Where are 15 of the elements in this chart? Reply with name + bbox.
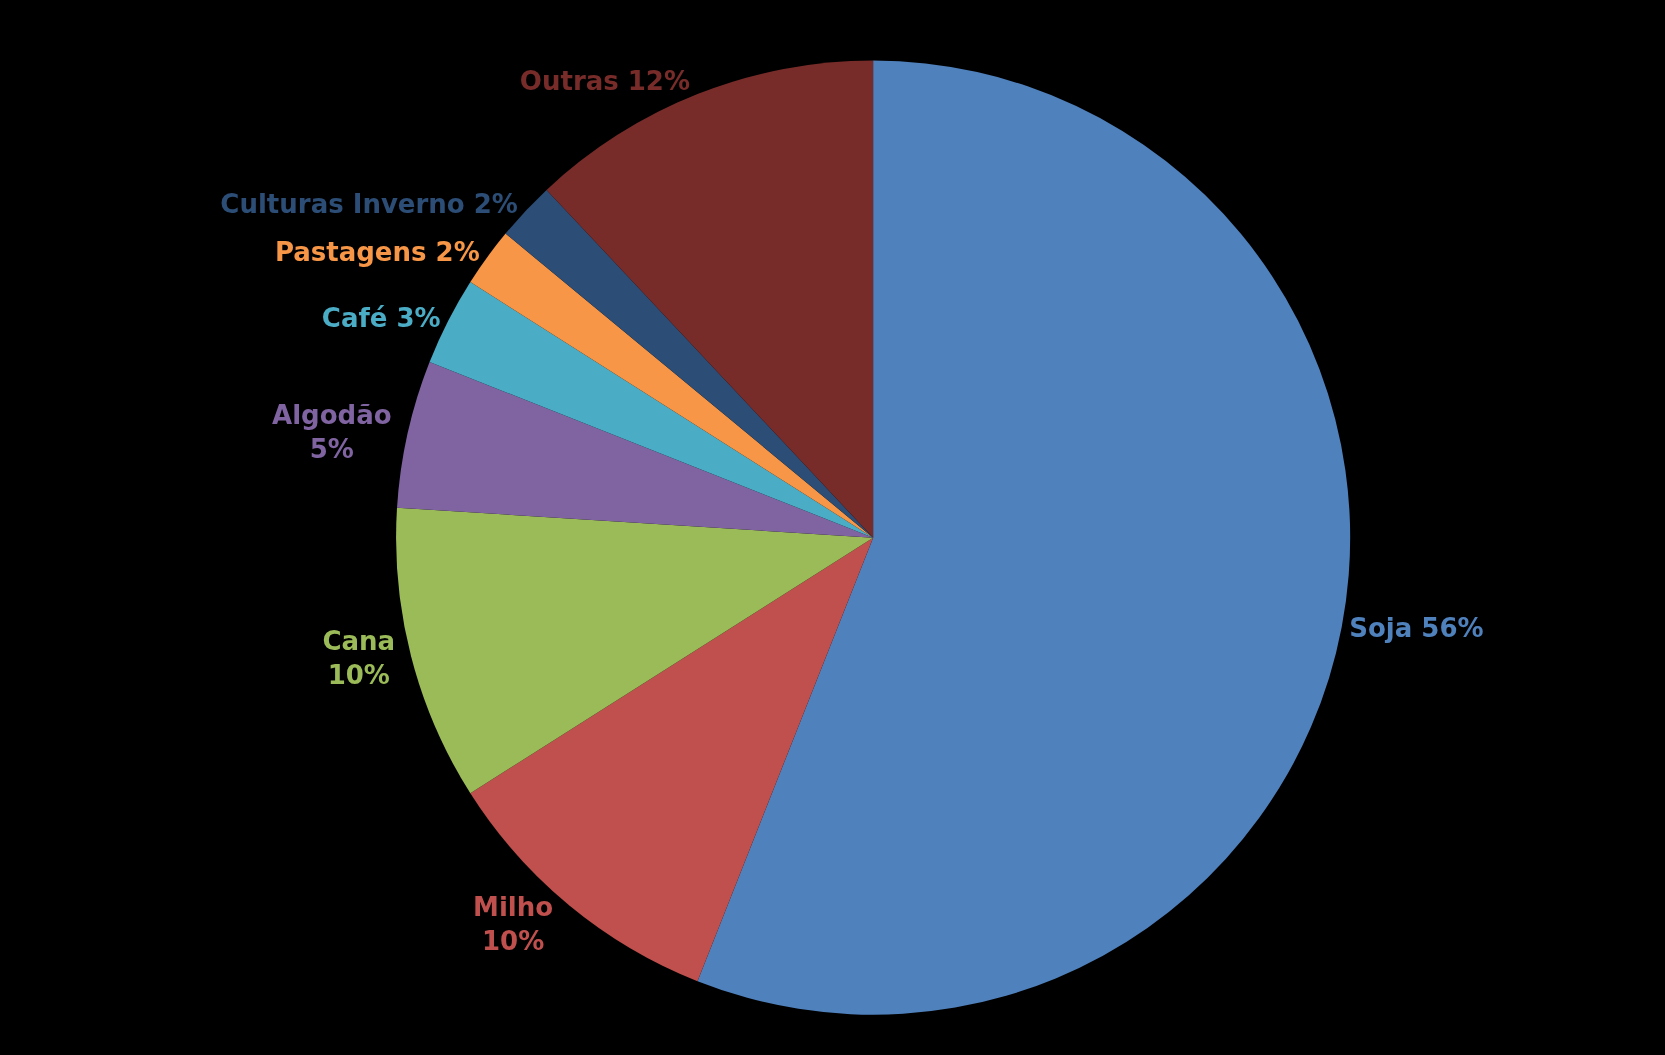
data-label: 5% — [309, 433, 354, 464]
slice-label: Cana — [322, 626, 396, 657]
slice-label: Pastagens 2% — [274, 237, 480, 268]
slice-label: Outras 12% — [519, 66, 691, 97]
data-label: 10% — [481, 926, 545, 957]
pie-slice — [470, 537, 874, 982]
slice-label: Culturas Inverno 2% — [220, 189, 518, 220]
slice-label: Café 3% — [321, 302, 441, 333]
slice-label: Soja 56% — [1349, 612, 1484, 643]
data-label: 10% — [327, 660, 390, 691]
pie-slice — [397, 507, 874, 794]
slice-label: Algodão — [272, 400, 392, 431]
pie-slice — [397, 362, 874, 538]
pie-slice — [697, 60, 1350, 1015]
slice-label: Milho — [473, 892, 554, 923]
